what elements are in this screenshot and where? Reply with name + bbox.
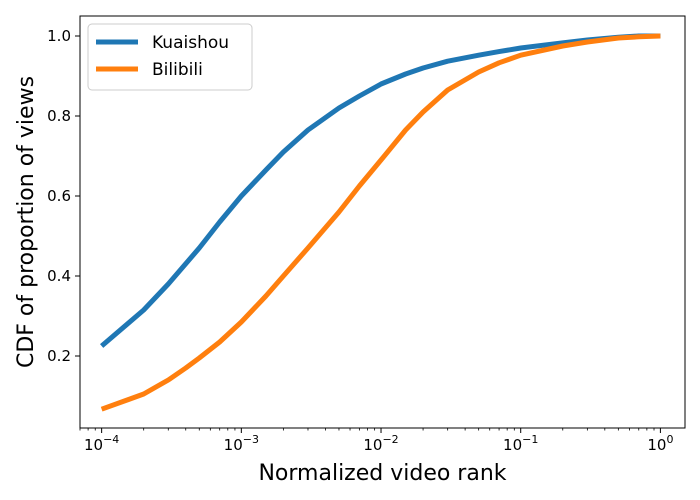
y-axis-ticks: 0.2 0.4 0.6 0.8 1.0 <box>47 27 80 365</box>
y-tick-label: 0.4 <box>47 267 71 285</box>
y-tick-label: 0.8 <box>47 107 71 125</box>
x-tick-label: 10−1 <box>503 433 538 454</box>
series-line-bilibili <box>100 33 661 412</box>
legend-label-bilibili: Bilibili <box>152 60 203 80</box>
legend: Kuaishou Bilibili <box>87 23 253 91</box>
x-tick-label: 100 <box>647 433 673 454</box>
series-line-kuaishou <box>100 33 661 348</box>
y-tick-label: 0.2 <box>47 347 71 365</box>
y-tick-label: 1.0 <box>47 27 71 45</box>
x-tick-label: 10−4 <box>84 433 119 454</box>
x-tick-label: 10−3 <box>224 433 259 454</box>
x-axis-ticks: 10−4 10−3 10−2 10−1 100 <box>79 428 673 454</box>
legend-label-kuaishou: Kuaishou <box>152 33 229 53</box>
y-tick-label: 0.6 <box>47 187 71 205</box>
plot-lines <box>100 33 661 412</box>
plot-frame <box>79 15 686 429</box>
x-tick-label: 10−2 <box>363 433 398 454</box>
x-axis-title: Normalized video rank <box>258 461 506 486</box>
y-axis-title: CDF of proportion of views <box>14 76 39 368</box>
